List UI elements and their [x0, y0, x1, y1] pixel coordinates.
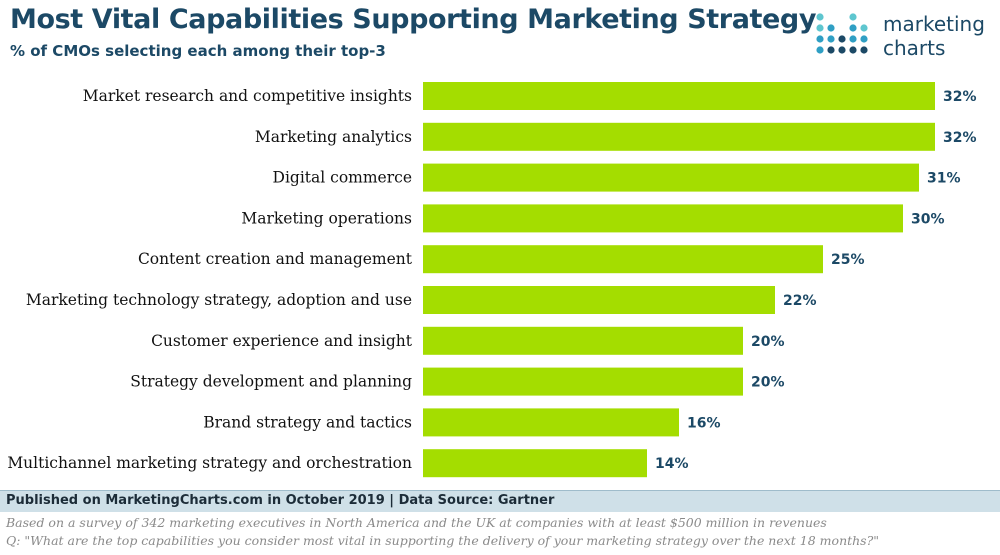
category-label: Marketing analytics: [255, 128, 412, 146]
logo-dot: [827, 24, 835, 32]
bar-chart: Market research and competitive insights…: [7, 82, 977, 478]
logo-dot: [827, 46, 835, 54]
logo-dot: [838, 46, 846, 54]
chart-subtitle: % of CMOs selecting each among their top…: [10, 42, 386, 60]
logo-dot: [849, 24, 857, 32]
category-label: Marketing operations: [241, 209, 412, 227]
value-label: 20%: [751, 375, 785, 391]
logo-dot: [849, 13, 857, 21]
bar: [423, 286, 775, 314]
bar: [423, 122, 935, 151]
bar: [423, 204, 903, 233]
bar: [423, 245, 823, 274]
value-label: 20%: [751, 334, 785, 350]
bar: [423, 408, 679, 437]
logo-dot: [816, 24, 824, 32]
logo-dot: [838, 35, 846, 43]
logo-dot: [849, 46, 857, 54]
footer-bar: Published on MarketingCharts.com in Octo…: [0, 490, 1000, 512]
category-label: Customer experience and insight: [151, 332, 413, 350]
logo-wordmark: marketing charts: [883, 12, 985, 60]
category-label: Content creation and management: [138, 250, 413, 268]
bar: [423, 449, 647, 478]
logo-dots-icon: [816, 13, 868, 54]
logo-dot: [816, 46, 824, 54]
logo-line-2: charts: [883, 36, 946, 60]
value-label: 32%: [943, 130, 977, 146]
logo-dot: [860, 46, 868, 54]
value-label: 14%: [655, 456, 689, 472]
category-label: Marketing technology strategy, adoption …: [26, 291, 412, 309]
value-label: 32%: [943, 89, 977, 105]
bar: [423, 326, 743, 355]
category-label: Strategy development and planning: [130, 373, 412, 391]
logo-dot: [816, 35, 824, 43]
footer-survey-note: Based on a survey of 342 marketing execu…: [6, 515, 827, 530]
category-label: Multichannel marketing strategy and orch…: [7, 454, 412, 472]
logo-line-1: marketing: [883, 12, 985, 36]
marketingcharts-logo: marketing charts: [815, 12, 995, 64]
logo-dot: [816, 13, 824, 21]
logo-dot: [860, 24, 868, 32]
value-label: 30%: [911, 211, 945, 227]
value-label: 25%: [831, 252, 865, 268]
category-label: Digital commerce: [273, 169, 412, 187]
chart-title: Most Vital Capabilities Supporting Marke…: [10, 4, 817, 35]
logo-dot: [860, 35, 868, 43]
logo-dot: [849, 35, 857, 43]
footer-question-note: Q: "What are the top capabilities you co…: [6, 533, 880, 548]
value-label: 31%: [927, 171, 961, 187]
value-label: 16%: [687, 415, 721, 431]
category-label: Brand strategy and tactics: [203, 413, 412, 431]
bar: [423, 367, 743, 396]
category-label: Market research and competitive insights: [83, 87, 412, 105]
logo-dot: [827, 35, 835, 43]
bar: [423, 163, 919, 192]
footer-published-source: Published on MarketingCharts.com in Octo…: [6, 493, 555, 508]
bar: [423, 82, 935, 110]
value-label: 22%: [783, 293, 817, 309]
